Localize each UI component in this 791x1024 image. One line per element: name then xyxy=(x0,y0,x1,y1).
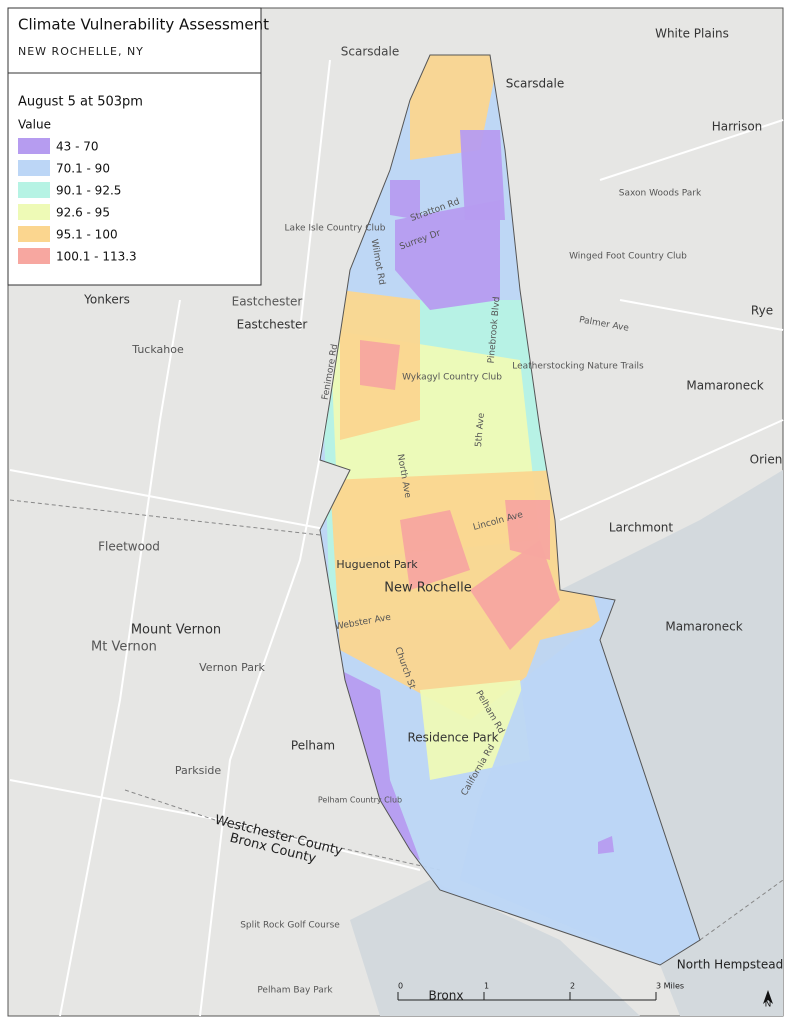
legend-label: 92.6 - 95 xyxy=(56,206,110,220)
place-label: Larchmont xyxy=(609,521,674,535)
place-label: Scarsdale xyxy=(506,77,564,91)
place-label: Saxon Woods Park xyxy=(619,189,702,199)
legend-label: 95.1 - 100 xyxy=(56,228,118,242)
north-arrow xyxy=(763,990,773,1004)
place-label: Vernon Park xyxy=(199,661,265,674)
place-label: Mt Vernon xyxy=(91,640,157,655)
place-label: Parkside xyxy=(175,764,222,777)
heat-zone xyxy=(340,670,420,860)
place-label: Leatherstocking Nature Trails xyxy=(512,362,644,372)
place-label: Scarsdale xyxy=(341,45,399,59)
place-label: New Rochelle xyxy=(384,581,472,596)
scale-label: 2 xyxy=(570,982,575,991)
heat-zone xyxy=(505,500,550,560)
place-label: Huguenot Park xyxy=(336,558,418,571)
place-label: Rye xyxy=(751,304,773,318)
place-label: Mamaroneck xyxy=(686,379,763,393)
scale-bar: 0 1 2 3 Miles Bronx xyxy=(397,982,684,1003)
legend-title: Climate Vulnerability Assessment xyxy=(18,16,269,34)
heat-zone xyxy=(460,130,505,220)
place-label: Harrison xyxy=(712,120,763,134)
place-label: Tuckahoe xyxy=(131,343,184,356)
legend-swatch xyxy=(18,226,50,242)
legend-label: 90.1 - 92.5 xyxy=(56,184,121,198)
place-label: Eastchester xyxy=(237,318,308,332)
place-label: 5th Ave xyxy=(474,412,487,448)
place-label: Pelham Country Club xyxy=(318,796,402,805)
boundary xyxy=(9,499,784,941)
place-label: Pelham Bay Park xyxy=(257,986,333,996)
scale-label: 1 xyxy=(484,982,489,991)
heat-zone xyxy=(400,510,470,590)
water xyxy=(560,470,783,1016)
legend-subtitle: NEW ROCHELLE, NY xyxy=(18,45,144,58)
place-label: North Hempstead xyxy=(677,958,783,972)
scale-label: 0 xyxy=(398,982,403,991)
legend-swatch xyxy=(18,248,50,264)
water xyxy=(350,880,640,1016)
legend-field: Value xyxy=(18,118,51,132)
scale-label: 3 Miles xyxy=(656,982,684,991)
heat-zone xyxy=(395,200,500,310)
place-label: Split Rock Golf Course xyxy=(240,921,340,931)
legend-swatch xyxy=(18,182,50,198)
north-label: N xyxy=(765,1000,772,1010)
place-label: Mamaroneck xyxy=(665,620,742,634)
place-label: White Plains xyxy=(655,27,729,41)
legend-label: 100.1 - 113.3 xyxy=(56,250,137,264)
legend-box xyxy=(7,7,262,286)
place-label: Winged Foot Country Club xyxy=(569,252,687,262)
place-label: Mount Vernon xyxy=(131,623,221,638)
legend-time: August 5 at 503pm xyxy=(18,95,143,110)
place-label: Wykagyl Country Club xyxy=(402,373,502,383)
scale-title: Bronx xyxy=(429,989,464,1003)
place-label: Pelham xyxy=(291,739,335,753)
legend-label: 43 - 70 xyxy=(56,140,99,154)
heat-zone xyxy=(360,340,400,390)
legend-swatch xyxy=(18,204,50,220)
heat-zone xyxy=(470,540,560,650)
legend-swatch xyxy=(18,138,50,154)
place-label: Lake Isle Country Club xyxy=(285,224,386,234)
place-label: Yonkers xyxy=(83,293,130,307)
legend-label: 70.1 - 90 xyxy=(56,162,110,176)
legend-items: 43 - 70 70.1 - 90 90.1 - 92.5 92.6 - 95 95.1… xyxy=(18,138,137,264)
heat-zone xyxy=(390,180,420,220)
place-label: Orien xyxy=(750,453,783,467)
legend-swatch xyxy=(18,160,50,176)
place-label: Residence Park xyxy=(407,731,498,745)
place-label: Eastchester xyxy=(232,295,303,309)
place-label: Fleetwood xyxy=(98,540,160,554)
heat-zone xyxy=(598,836,614,854)
